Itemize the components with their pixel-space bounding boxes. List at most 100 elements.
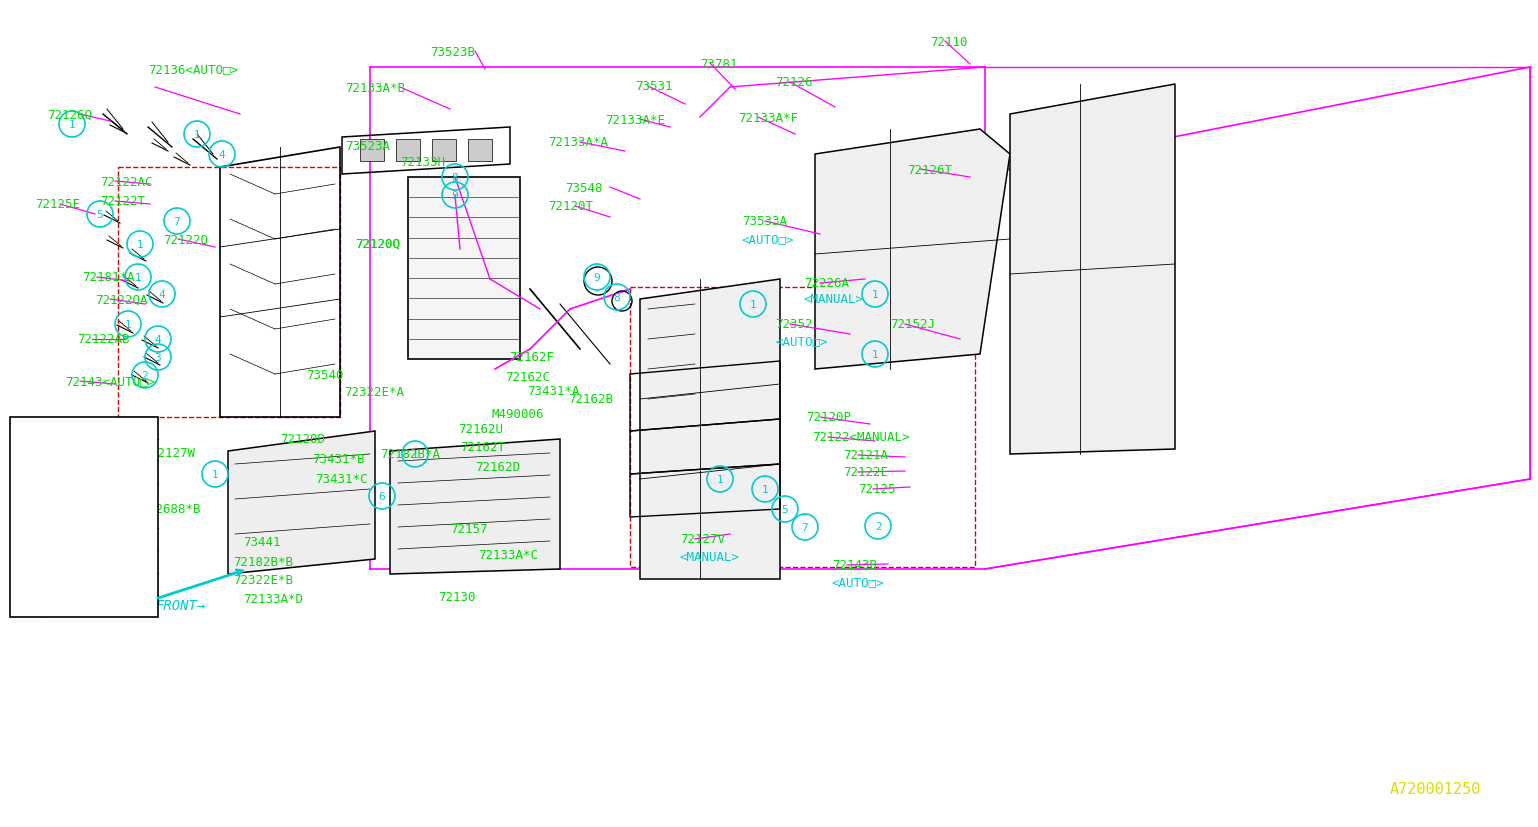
- Text: 1: 1: [69, 120, 75, 130]
- Text: <AUTO□>: <AUTO□>: [741, 233, 795, 246]
- Text: 5: 5: [781, 504, 789, 514]
- Text: 72125: 72125: [858, 483, 895, 496]
- Text: 72120Q: 72120Q: [355, 237, 400, 251]
- Text: 1: 1: [25, 423, 31, 433]
- Text: 73548: 73548: [564, 181, 603, 194]
- Text: 72182: 72182: [48, 557, 82, 566]
- Text: 72162T: 72162T: [460, 441, 504, 454]
- Text: 72162D: 72162D: [475, 461, 520, 474]
- Text: M490006: M490006: [492, 408, 544, 421]
- Text: 6: 6: [25, 534, 31, 544]
- Text: 5: 5: [97, 210, 103, 220]
- Text: 4: 4: [25, 490, 31, 500]
- Text: 72181*B: 72181*B: [48, 490, 95, 500]
- Text: 72110: 72110: [930, 36, 967, 49]
- Text: 72133A*D: 72133A*D: [243, 593, 303, 605]
- Text: 72122AH: 72122AH: [48, 468, 95, 478]
- Text: 1: 1: [212, 470, 218, 480]
- Text: 72688*B: 72688*B: [148, 503, 200, 516]
- Bar: [432, 140, 455, 162]
- Text: 8: 8: [452, 173, 458, 183]
- Text: 72122AC: 72122AC: [100, 175, 152, 189]
- Text: 1: 1: [761, 485, 769, 495]
- Text: 2: 2: [141, 370, 148, 380]
- Text: 72126Q: 72126Q: [48, 108, 92, 122]
- Text: 73533A: 73533A: [741, 215, 787, 228]
- Text: 72120P: 72120P: [806, 411, 851, 424]
- Text: 72143<AUTO□>: 72143<AUTO□>: [65, 375, 155, 388]
- Text: 73176*C: 73176*C: [48, 534, 95, 544]
- Text: 1: 1: [872, 350, 878, 360]
- Text: 7: 7: [25, 557, 31, 566]
- Text: 1: 1: [872, 289, 878, 299]
- Text: 72322E*A: 72322E*A: [345, 386, 404, 399]
- Text: FRONT→: FRONT→: [155, 598, 205, 612]
- Polygon shape: [1010, 85, 1175, 455]
- Text: 73431*C: 73431*C: [315, 473, 368, 486]
- Text: 72133H: 72133H: [400, 156, 444, 170]
- Text: 72122E: 72122E: [843, 466, 887, 479]
- Bar: [360, 140, 384, 162]
- Text: <MANUAL>: <MANUAL>: [680, 551, 740, 564]
- Text: 1: 1: [749, 299, 757, 309]
- Text: 72126: 72126: [775, 76, 812, 89]
- Text: 2: 2: [25, 446, 31, 456]
- Text: 73176*A: 73176*A: [48, 601, 95, 611]
- Text: Q53004: Q53004: [48, 423, 89, 433]
- Text: 8: 8: [614, 293, 620, 303]
- Text: 72182B*B: 72182B*B: [232, 556, 294, 569]
- Text: 1: 1: [125, 319, 131, 330]
- Text: 72133A*A: 72133A*A: [548, 136, 608, 150]
- Text: 72127V: 72127V: [680, 533, 724, 546]
- Text: 72133A*C: 72133A*C: [478, 549, 538, 562]
- Text: 72122Q: 72122Q: [163, 233, 208, 246]
- Text: 1: 1: [137, 240, 143, 250]
- Text: 72127W: 72127W: [151, 447, 195, 460]
- Text: 3: 3: [25, 468, 31, 478]
- Text: 72687A: 72687A: [48, 446, 89, 456]
- Bar: [11, 418, 158, 617]
- Text: 73523B: 73523B: [431, 45, 475, 59]
- Text: 72126T: 72126T: [907, 163, 952, 176]
- Text: 3: 3: [155, 352, 161, 362]
- Text: 9: 9: [452, 191, 458, 201]
- Text: 72130: 72130: [438, 590, 475, 604]
- Text: 72120T: 72120T: [548, 200, 594, 213]
- Text: 8: 8: [25, 579, 31, 589]
- Bar: [408, 178, 520, 360]
- Text: 73531: 73531: [635, 80, 672, 93]
- Text: 73540: 73540: [306, 369, 343, 382]
- Text: 73523A: 73523A: [345, 141, 391, 153]
- Text: 7: 7: [174, 217, 180, 227]
- Text: 4: 4: [158, 289, 166, 299]
- Text: 72182B*A: 72182B*A: [380, 448, 440, 461]
- Text: 73176*B: 73176*B: [48, 579, 95, 589]
- Text: 1: 1: [135, 273, 141, 283]
- Text: 72162C: 72162C: [504, 371, 551, 384]
- Text: 72121A: 72121A: [843, 449, 887, 462]
- Text: 2: 2: [875, 521, 881, 532]
- Text: 72162B: 72162B: [568, 393, 614, 406]
- Text: <AUTO□>: <AUTO□>: [832, 576, 884, 589]
- Text: 72322E*B: 72322E*B: [232, 574, 294, 587]
- Text: 73431*B: 73431*B: [312, 453, 365, 466]
- Text: 72133A*B: 72133A*B: [345, 81, 404, 94]
- Text: 72143B: 72143B: [832, 559, 877, 571]
- Text: 5: 5: [25, 513, 31, 523]
- Text: 73431*A: 73431*A: [528, 385, 580, 398]
- Polygon shape: [640, 280, 780, 579]
- Text: 72122<MANUAL>: 72122<MANUAL>: [812, 431, 909, 444]
- Text: 72181*A: 72181*A: [82, 271, 134, 284]
- Text: 72226A: 72226A: [804, 277, 849, 290]
- Text: 7: 7: [801, 523, 809, 533]
- Text: 72152J: 72152J: [891, 318, 935, 331]
- Text: 72120Q: 72120Q: [355, 237, 400, 251]
- Text: 72162U: 72162U: [458, 423, 503, 436]
- Text: 1: 1: [194, 130, 200, 140]
- Polygon shape: [391, 439, 560, 574]
- Text: 1: 1: [412, 449, 418, 460]
- Text: 9: 9: [25, 601, 31, 611]
- Text: 72122AB: 72122AB: [77, 333, 129, 346]
- Text: 72157: 72157: [451, 523, 488, 536]
- Text: 72136<AUTO□>: 72136<AUTO□>: [148, 64, 238, 76]
